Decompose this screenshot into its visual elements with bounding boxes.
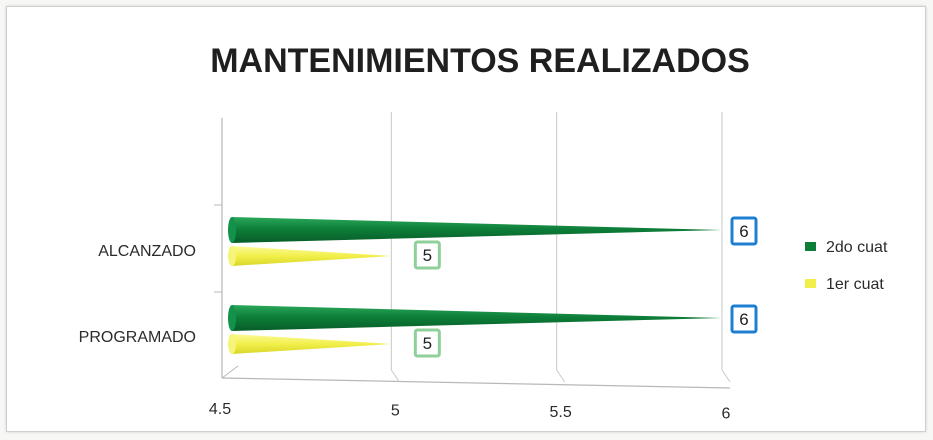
x-tick-labels: 4.5 5 5.5 6 bbox=[209, 401, 731, 423]
legend-label: 2do cuat bbox=[826, 239, 888, 256]
category-label: PROGRAMADO bbox=[79, 329, 196, 346]
gridlines bbox=[390, 112, 731, 383]
bars bbox=[228, 217, 722, 354]
data-label-box bbox=[413, 328, 441, 358]
bar-2do-programado bbox=[232, 305, 722, 331]
data-label: 6 bbox=[739, 222, 748, 241]
gridline-floor bbox=[721, 369, 731, 383]
bar-2do-alcanzado bbox=[232, 217, 722, 243]
bar-base bbox=[228, 305, 236, 331]
chart-title: MANTENIMIENTOS REALIZADOS bbox=[210, 42, 750, 80]
legend-swatch-2do bbox=[805, 242, 816, 251]
bar-base bbox=[228, 334, 236, 354]
bar-base bbox=[228, 246, 236, 266]
floor-corner bbox=[221, 365, 239, 379]
bar-1er-programado bbox=[232, 334, 392, 354]
legend-swatch-1er bbox=[805, 279, 816, 288]
category-label: ALCANZADO bbox=[98, 243, 196, 260]
data-label-box bbox=[730, 216, 758, 246]
x-tick-label: 6 bbox=[722, 406, 731, 423]
gridline-floor bbox=[390, 369, 400, 383]
data-label: 5 bbox=[423, 246, 432, 265]
data-label-box bbox=[413, 240, 441, 270]
bar-base bbox=[228, 217, 236, 243]
chart-frame bbox=[6, 6, 926, 432]
data-label: 5 bbox=[423, 334, 432, 353]
x-tick-label: 4.5 bbox=[209, 401, 231, 418]
floor-edge bbox=[221, 377, 731, 389]
x-tick-label: 5.5 bbox=[550, 404, 572, 421]
bar-1er-alcanzado bbox=[232, 246, 392, 266]
data-label: 6 bbox=[739, 310, 748, 329]
x-tick-label: 5 bbox=[391, 403, 400, 420]
gridline-floor bbox=[556, 369, 566, 383]
data-labels: 6 5 6 5 bbox=[413, 216, 758, 358]
legend-label: 1er cuat bbox=[826, 276, 884, 293]
data-label-box bbox=[730, 304, 758, 334]
legend: 2do cuat 1er cuat bbox=[805, 239, 888, 293]
